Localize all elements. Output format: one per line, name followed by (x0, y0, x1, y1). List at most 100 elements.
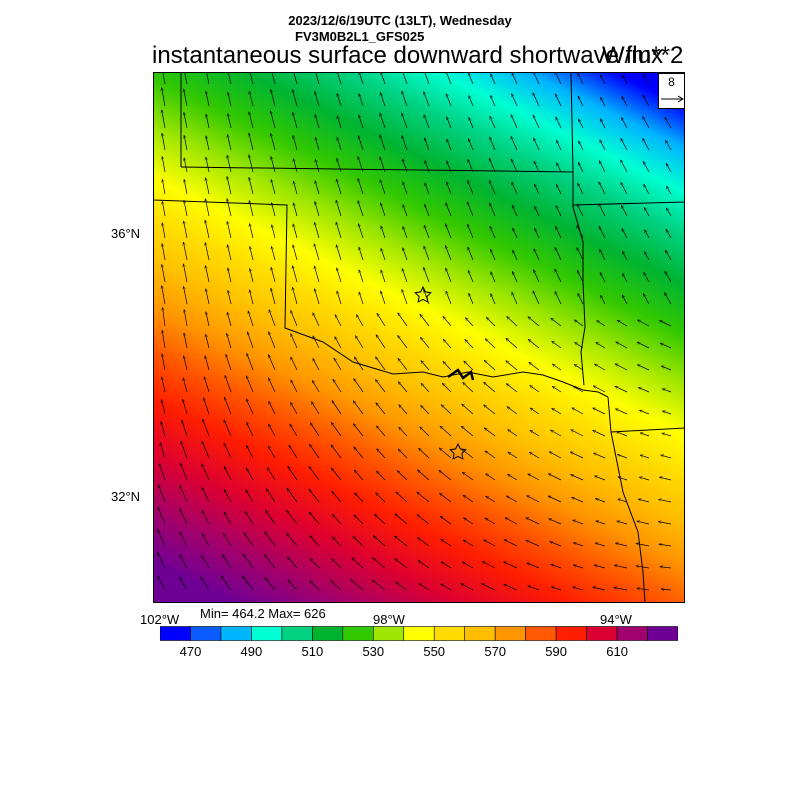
wind-arrow (640, 433, 650, 437)
wind-arrow (312, 313, 320, 327)
wind-arrow (288, 580, 298, 591)
wind-arrow (315, 159, 320, 173)
wind-arrow (287, 488, 298, 503)
wind-arrow (310, 423, 320, 437)
wind-arrow (533, 72, 540, 85)
wind-arrow (162, 156, 166, 173)
wind-arrow (417, 470, 430, 481)
wind-arrow (425, 183, 430, 195)
wind-arrow (463, 495, 474, 503)
wind-arrow (358, 178, 364, 195)
wind-arrow (268, 378, 276, 393)
wind-arrow (620, 138, 628, 151)
wind-arrow (293, 245, 298, 261)
wind-arrow (573, 587, 584, 591)
wind-arrow (315, 201, 320, 217)
wind-arrow (181, 441, 188, 459)
wind-arrow (446, 203, 452, 217)
wind-arrow (488, 180, 496, 195)
wind-arrow (201, 556, 210, 569)
wind-arrow (506, 384, 518, 393)
wind-arrow (377, 449, 386, 459)
wind-arrow (272, 225, 276, 239)
wind-arrow (206, 334, 210, 349)
wind-arrow (355, 336, 364, 349)
wind-arrow (441, 561, 452, 569)
wind-arrow (287, 466, 298, 481)
colorbar-label: 590 (545, 644, 567, 659)
lat-label-32n: 32°N (111, 489, 141, 504)
wind-arrow (265, 578, 276, 591)
wind-arrow (205, 220, 210, 239)
wind-arrow (245, 468, 254, 481)
colorbar-box (312, 626, 344, 641)
wind-arrow (484, 360, 496, 371)
wind-arrow (466, 224, 474, 239)
wind-arrow (332, 537, 342, 547)
wind-arrow (659, 320, 672, 327)
wind-arrow (616, 341, 628, 349)
wind-arrow (572, 496, 584, 503)
wind-arrow (659, 477, 672, 481)
wind-arrow (593, 452, 606, 459)
wind-arrow (555, 72, 562, 85)
wind-arrow (376, 493, 386, 503)
wind-arrow (162, 286, 166, 305)
wind-arrow (622, 75, 628, 85)
wind-arrow (353, 401, 364, 415)
wind-arrow (620, 182, 628, 195)
wind-arrow (550, 542, 562, 547)
wind-arrow (594, 363, 606, 371)
wind-arrow (402, 113, 408, 129)
units-title: W/m**2 (602, 42, 684, 69)
lon-label-94w: 94°W (600, 612, 632, 627)
wind-arrow (443, 316, 452, 327)
wind-arrow (528, 473, 540, 481)
wind-arrow (598, 182, 606, 195)
wind-arrow (162, 179, 166, 195)
colorbar-label: 510 (301, 644, 324, 659)
wind-arrow (661, 589, 672, 590)
wind-arrow (615, 385, 628, 393)
wind-arrow (484, 405, 496, 415)
wind-arrow (528, 586, 540, 591)
wind-arrow (549, 518, 562, 525)
wind-arrow (614, 588, 628, 591)
wind-arrow (511, 271, 518, 283)
wind-arrow (162, 377, 166, 393)
wind-arrow (376, 426, 386, 437)
colorbar-box (372, 626, 405, 641)
wind-arrow (446, 94, 452, 107)
wind-arrow (157, 576, 166, 591)
wind-arrow (417, 515, 430, 525)
wind-arrow (403, 205, 408, 217)
wind-arrow (640, 455, 650, 459)
wind-arrow (352, 558, 364, 569)
wind-arrow (221, 576, 232, 591)
wind-arrow (226, 354, 232, 371)
wind-arrow (314, 244, 320, 261)
wind-arrow (287, 557, 298, 569)
wind-arrow (293, 224, 298, 239)
wind-arrow (577, 293, 584, 305)
wind-arrow (637, 364, 650, 371)
wind-arrow (643, 273, 650, 283)
colorbar-box (464, 626, 496, 641)
wind-arrow (399, 405, 408, 415)
wind-arrow (292, 287, 298, 305)
wind-arrow (376, 357, 386, 371)
wind-arrow (163, 307, 166, 327)
wind-arrow (510, 115, 518, 129)
wind-arrow (353, 424, 364, 437)
wind-arrow (439, 448, 452, 459)
wind-arrow (445, 245, 452, 261)
wind-arrow (333, 358, 342, 371)
wind-arrow (395, 559, 408, 569)
wind-arrow (206, 91, 210, 107)
wind-arrow (309, 512, 320, 525)
wind-arrow (159, 464, 166, 481)
wind-arrow (399, 427, 408, 437)
wind-arrow (200, 577, 210, 591)
wind-arrow (311, 380, 320, 393)
wind-arrow (530, 385, 540, 393)
